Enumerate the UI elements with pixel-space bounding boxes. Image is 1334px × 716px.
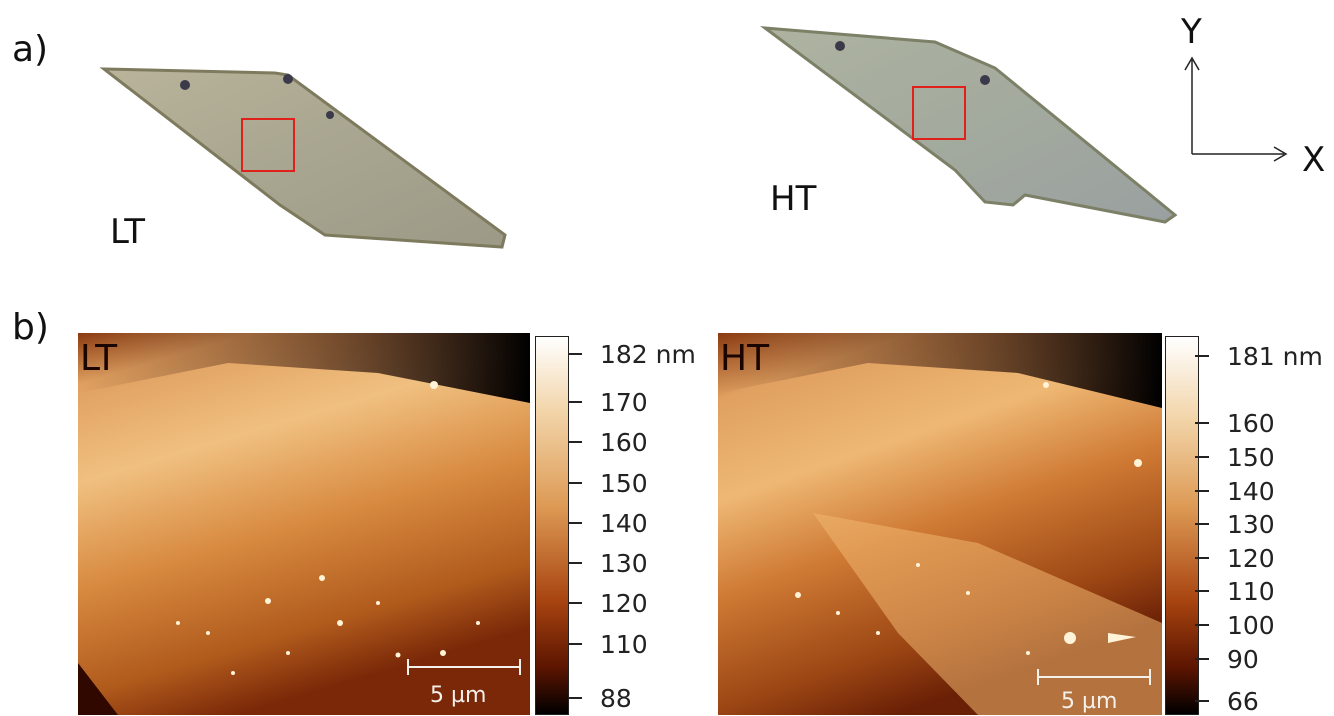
defect-spot — [980, 75, 990, 85]
colorbar-ht — [1165, 336, 1199, 715]
tick-label: 150 — [1195, 443, 1275, 472]
axis-label-x: X — [1302, 140, 1326, 180]
tick-label: 88 — [568, 684, 632, 713]
tick-label: 181 nm — [1195, 342, 1323, 371]
optical-label-lt: LT — [110, 212, 146, 252]
defect-spot — [180, 80, 190, 90]
scale-bar-lt — [407, 659, 521, 675]
roi-box-ht — [912, 86, 966, 140]
tick-label: 160 — [568, 428, 648, 457]
panel-label-a: a) — [12, 29, 49, 70]
afm-map-lt: LT 5 µm — [78, 333, 530, 715]
xy-axes-indicator — [1184, 56, 1288, 162]
tick-label: 120 — [1195, 544, 1275, 573]
defect-spot — [326, 111, 334, 119]
roi-box-lt — [241, 118, 295, 172]
tick-label: 170 — [568, 388, 648, 417]
tick-label: 66 — [1195, 687, 1259, 716]
afm-map-ht: HT 5 µm — [718, 333, 1162, 715]
optical-image-ht — [759, 26, 1178, 224]
lt-flake — [99, 67, 507, 249]
colorbar-lt — [535, 336, 569, 715]
tick-label: 110 — [568, 630, 648, 659]
afm-label-lt: LT — [80, 338, 118, 379]
colorbar-ticks-ht: 181 nm 160 150 140 130 120 110 100 90 66 — [1195, 336, 1332, 716]
tick-label: 130 — [1195, 510, 1275, 539]
tick-label: 182 nm — [568, 340, 696, 369]
scale-label-ht: 5 µm — [1061, 689, 1118, 714]
defect-spot — [835, 41, 845, 51]
tick-label: 140 — [568, 509, 648, 538]
scale-bar-ht — [1037, 669, 1151, 685]
tick-label: 150 — [568, 469, 648, 498]
tick-label: 100 — [1195, 611, 1275, 640]
tick-label: 140 — [1195, 477, 1275, 506]
afm-label-ht: HT — [720, 338, 770, 379]
tick-label: 120 — [568, 589, 648, 618]
scale-label-lt: 5 µm — [430, 683, 487, 708]
tick-label: 130 — [568, 549, 648, 578]
optical-image-lt — [99, 67, 507, 249]
optical-label-ht: HT — [770, 179, 817, 219]
tick-label: 90 — [1195, 645, 1259, 674]
tick-label: 160 — [1195, 409, 1275, 438]
axis-label-y: Y — [1181, 12, 1202, 52]
ht-flake — [759, 26, 1178, 224]
defect-spot — [283, 74, 293, 84]
panel-label-b: b) — [12, 307, 49, 348]
tick-label: 110 — [1195, 577, 1275, 606]
colorbar-ticks-lt: 182 nm 170 160 150 140 130 120 110 88 — [568, 336, 710, 713]
